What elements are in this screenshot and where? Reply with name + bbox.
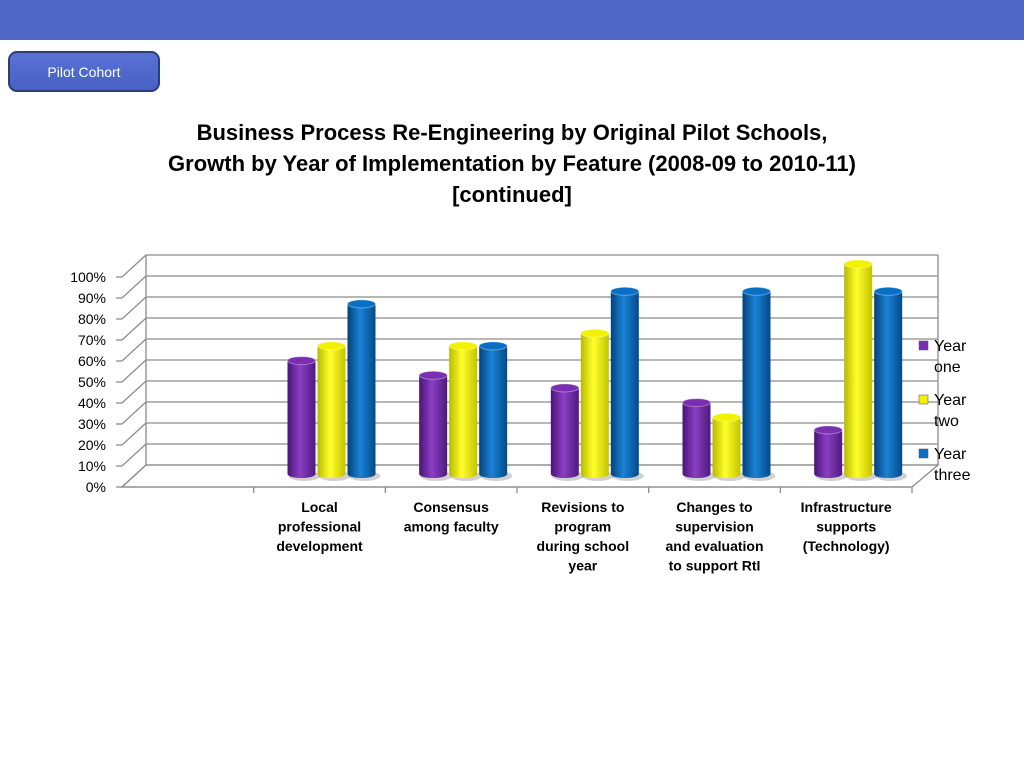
bar-cap: [317, 341, 346, 351]
gridline-depth: [121, 254, 147, 278]
x-category-label: Consensus among faculty: [404, 499, 499, 535]
bar-year-two: [844, 264, 873, 478]
x-category-label-line: and evaluation: [665, 538, 763, 554]
x-category-label-line: program: [554, 519, 611, 535]
y-tick-label: 80%: [78, 311, 106, 327]
x-category-label-line: professional: [278, 519, 361, 535]
pilot-cohort-button[interactable]: Pilot Cohort: [8, 51, 160, 92]
legend-label: Year one: [934, 338, 967, 376]
bar-cap: [478, 341, 508, 351]
gridline-depth: [121, 338, 147, 362]
x-category-label-line: Local: [301, 499, 338, 515]
bar-year-two: [712, 417, 741, 478]
x-category-label-line: supervision: [675, 519, 754, 535]
bar-cap: [580, 328, 610, 338]
y-tick-label: 30%: [78, 416, 106, 432]
x-category-label: Revisions to program during school year: [537, 499, 630, 574]
gridline-depth: [121, 317, 147, 341]
bar-year-two: [449, 345, 478, 478]
legend-label-line: three: [934, 467, 971, 484]
x-category-label: Local professional development: [276, 499, 363, 554]
y-tick-label: 70%: [78, 332, 106, 348]
gridline-depth: [121, 275, 147, 299]
bar-cap: [550, 383, 580, 393]
x-category-label-line: Changes to: [676, 499, 752, 515]
bar-cap: [682, 398, 711, 408]
legend-label-line: Year: [934, 446, 967, 463]
legend-label: Year two: [934, 392, 967, 430]
y-tick-label: 50%: [78, 374, 106, 390]
gridline-depth: [121, 401, 147, 425]
legend-swatch: [918, 394, 929, 405]
x-category-label-line: Consensus: [413, 499, 489, 515]
chart-title-line-3: [continued]: [452, 182, 572, 207]
bar-cap: [287, 356, 316, 366]
y-tick-label: 40%: [78, 395, 106, 411]
gridline-depth: [121, 443, 147, 467]
bar-cap: [813, 425, 843, 435]
bar-year-one: [550, 387, 579, 478]
legend-label-line: Year: [934, 338, 967, 355]
legend-swatch: [918, 340, 929, 351]
bar-cap: [843, 259, 873, 269]
chart-title: Business Process Re-Engineering by Origi…: [62, 117, 962, 210]
y-tick-label: 100%: [70, 269, 106, 285]
legend-label-line: two: [934, 413, 959, 430]
y-tick-label: 90%: [78, 290, 106, 306]
bar-cap: [347, 299, 376, 309]
bar-year-one: [419, 375, 448, 478]
bar-cap: [610, 286, 640, 296]
bar-cap: [712, 412, 741, 422]
x-category-label-line: development: [276, 538, 363, 554]
bar-cap: [873, 286, 903, 296]
legend-label-line: Year: [934, 392, 967, 409]
x-category-label-line: (Technology): [803, 538, 890, 554]
chart-title-line-2: Growth by Year of Implementation by Feat…: [168, 151, 856, 176]
gridline-depth: [121, 380, 147, 404]
x-category-label-line: among faculty: [404, 519, 499, 535]
bar-year-one: [287, 360, 316, 478]
x-category-label-line: year: [568, 558, 597, 574]
x-category-label-line: Revisions to: [541, 499, 624, 515]
pilot-cohort-label: Pilot Cohort: [47, 63, 121, 80]
bar-year-three: [610, 291, 639, 478]
bar-year-three: [874, 291, 903, 478]
x-category-label: Infrastructure supports (Technology): [801, 499, 892, 554]
gridline-depth: [121, 296, 147, 320]
bar-year-two: [317, 345, 346, 478]
bar-cap: [418, 370, 448, 380]
bar-year-one: [814, 429, 843, 478]
legend-label-line: one: [934, 359, 961, 376]
x-category-label: Changes to supervision and evaluation to su…: [665, 499, 763, 574]
x-category-label-line: to support RtI: [669, 558, 761, 574]
bar-year-two: [580, 333, 609, 478]
bar-year-three: [347, 303, 376, 478]
y-tick-label: 0%: [86, 479, 106, 495]
x-category-label-line: supports: [816, 519, 876, 535]
bar-cap: [448, 341, 478, 351]
top-banner: [0, 0, 1024, 40]
gridline-depth: [121, 422, 147, 446]
y-tick-label: 60%: [78, 353, 106, 369]
x-category-label-line: Infrastructure: [801, 499, 892, 515]
y-tick-label: 10%: [78, 458, 106, 474]
x-category-label-line: during school: [537, 538, 630, 554]
bar-year-one: [682, 402, 711, 478]
legend-label: Year three: [934, 446, 971, 484]
bar-year-three: [479, 345, 508, 478]
bar-year-three: [742, 291, 771, 478]
legend-swatch: [918, 448, 929, 459]
gridline-depth: [121, 359, 147, 383]
bar-cap: [742, 286, 771, 296]
y-tick-label: 20%: [78, 437, 106, 453]
chart-title-line-1: Business Process Re-Engineering by Origi…: [196, 120, 828, 145]
